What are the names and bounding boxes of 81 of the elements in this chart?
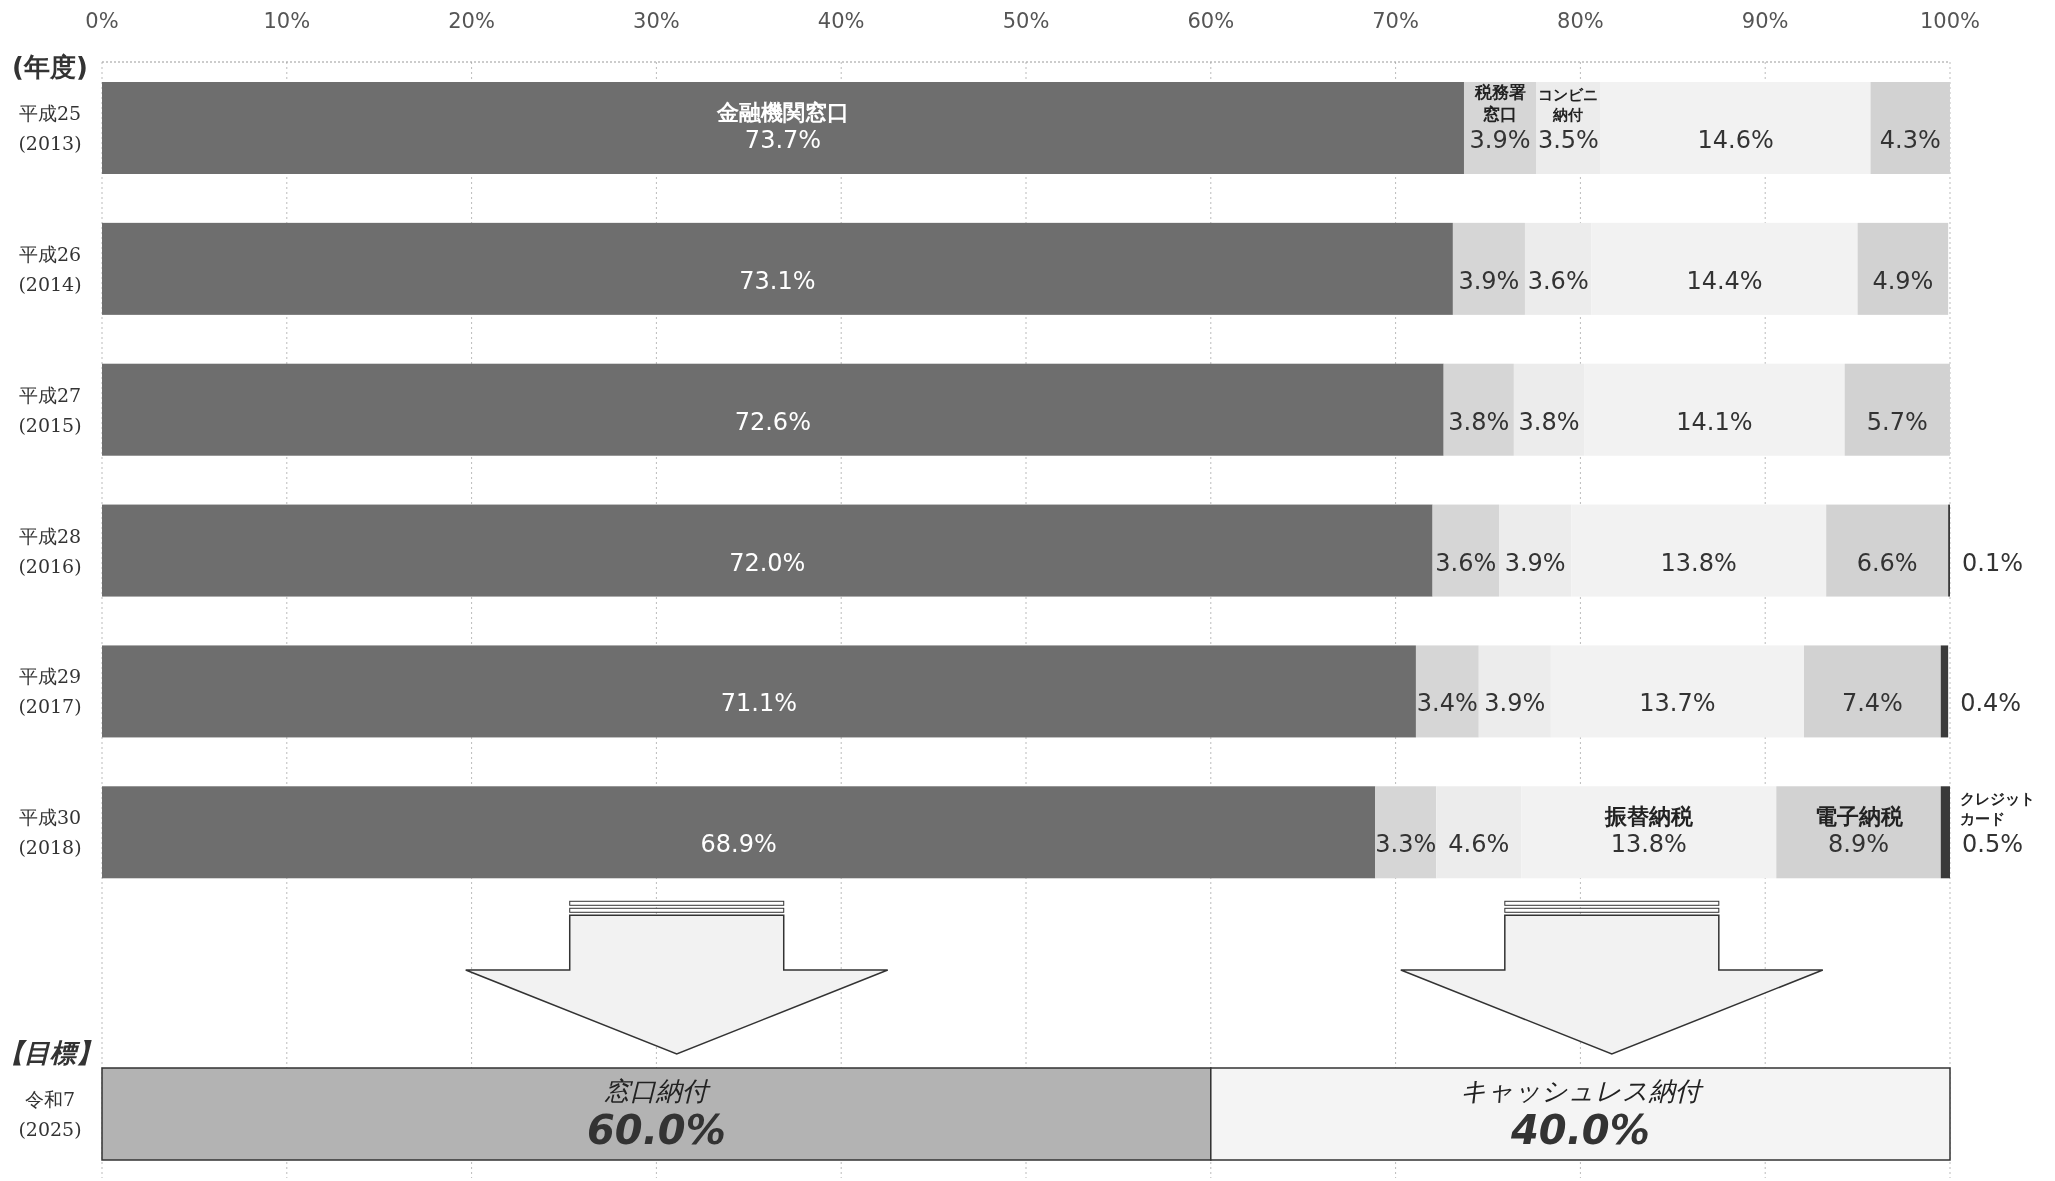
data-label: 14.4% xyxy=(1686,266,1763,295)
y-tick-label: 平成25 (2013) xyxy=(18,102,82,154)
data-label: 6.6% xyxy=(1856,548,1918,577)
bar xyxy=(1857,222,1949,315)
annotation: 窓口納付 xyxy=(604,1076,712,1106)
data-label: 40.0% xyxy=(1510,1107,1650,1153)
annotation: 【目標】 xyxy=(0,1038,102,1068)
data-label: 7.4% xyxy=(1841,689,1903,718)
data-label: 60.0% xyxy=(587,1107,726,1153)
data-label: 73.1% xyxy=(739,266,816,295)
bar xyxy=(1826,504,1949,597)
bar xyxy=(102,222,1453,315)
x-tick-label: 80% xyxy=(1557,9,1604,33)
bar xyxy=(1432,504,1500,597)
data-label: 72.6% xyxy=(734,407,811,436)
bar xyxy=(1940,786,1950,879)
data-label: 3.5% xyxy=(1537,126,1599,154)
data-label: 14.1% xyxy=(1676,407,1753,436)
text: クレジットカード xyxy=(1960,790,2035,829)
y-axis-title: (年度) xyxy=(12,52,88,82)
data-label: 3.9% xyxy=(1484,689,1546,718)
bar xyxy=(102,82,1464,174)
bar xyxy=(102,786,1376,879)
data-label: 3.8% xyxy=(1518,407,1580,436)
y-tick-label: 平成27 (2015) xyxy=(18,383,82,436)
data-label: 3.9% xyxy=(1504,548,1566,577)
data-label: 71.1% xyxy=(720,689,798,718)
x-tick-label: 20% xyxy=(448,9,495,33)
bar xyxy=(1443,363,1514,456)
data-label: 73.7% xyxy=(744,126,822,154)
annotation: キャッシュレス納付 xyxy=(1459,1076,1704,1106)
x-tick-label: 0% xyxy=(85,9,119,33)
bar xyxy=(102,363,1444,456)
data-label: 3.4% xyxy=(1416,689,1478,718)
data-label: 3.9% xyxy=(1469,126,1531,154)
data-label: 0.5% xyxy=(1962,830,2023,859)
data-label: 0.4% xyxy=(1960,689,2022,718)
bar xyxy=(1452,222,1525,315)
data-label: 3.6% xyxy=(1527,266,1589,295)
bar xyxy=(1375,786,1437,879)
bar xyxy=(1940,645,1949,738)
bar xyxy=(1844,363,1950,456)
x-tick-label: 50% xyxy=(1002,9,1050,33)
x-tick-label: 40% xyxy=(817,9,865,33)
y-tick-label: 平成29 (2017) xyxy=(18,665,82,718)
data-label: 13.8% xyxy=(1610,830,1687,859)
data-label: 3.8% xyxy=(1448,407,1510,436)
data-label: 14.6% xyxy=(1697,126,1774,154)
x-tick-label: 90% xyxy=(1741,9,1789,33)
data-label: 0.1% xyxy=(1962,548,2023,577)
data-label: 13.7% xyxy=(1639,689,1716,718)
annotation: 税務署窓口 xyxy=(1473,82,1526,124)
bar xyxy=(1870,82,1950,174)
x-tick-label: 30% xyxy=(633,9,680,33)
annotation: 振替納税 xyxy=(1603,804,1694,830)
bar xyxy=(102,645,1416,738)
x-tick-label: 10% xyxy=(263,9,311,33)
y-tick-label: 平成30 (2018) xyxy=(18,806,82,859)
data-label: 68.9% xyxy=(700,830,777,859)
bar xyxy=(1415,645,1479,738)
data-label: 4.6% xyxy=(1448,830,1510,859)
bar xyxy=(1804,645,1941,738)
x-tick-label: 100% xyxy=(1919,9,1981,33)
data-label: 72.0% xyxy=(729,548,806,577)
y-tick-label: 令和7 (2025) xyxy=(18,1088,82,1140)
data-label: 4.9% xyxy=(1872,266,1934,295)
annotation: 電子納税 xyxy=(1814,804,1904,830)
x-tick-label: 60% xyxy=(1187,9,1235,33)
annotation: 金融機関窓口 xyxy=(715,100,849,125)
y-tick-label: 平成28 (2016) xyxy=(18,524,82,577)
data-label: 13.8% xyxy=(1660,548,1737,577)
bar xyxy=(102,504,1433,597)
annotation: コンビニ納付 xyxy=(1538,86,1599,124)
data-label: 3.6% xyxy=(1435,548,1497,577)
x-tick-label: 70% xyxy=(1372,9,1419,33)
data-label: 3.3% xyxy=(1375,830,1437,859)
data-label: 3.9% xyxy=(1458,266,1520,295)
y-tick-label: 平成26 (2014) xyxy=(18,242,82,295)
data-label: 4.3% xyxy=(1879,126,1941,154)
data-label: 5.7% xyxy=(1866,407,1928,436)
data-label: 8.9% xyxy=(1828,830,1890,859)
